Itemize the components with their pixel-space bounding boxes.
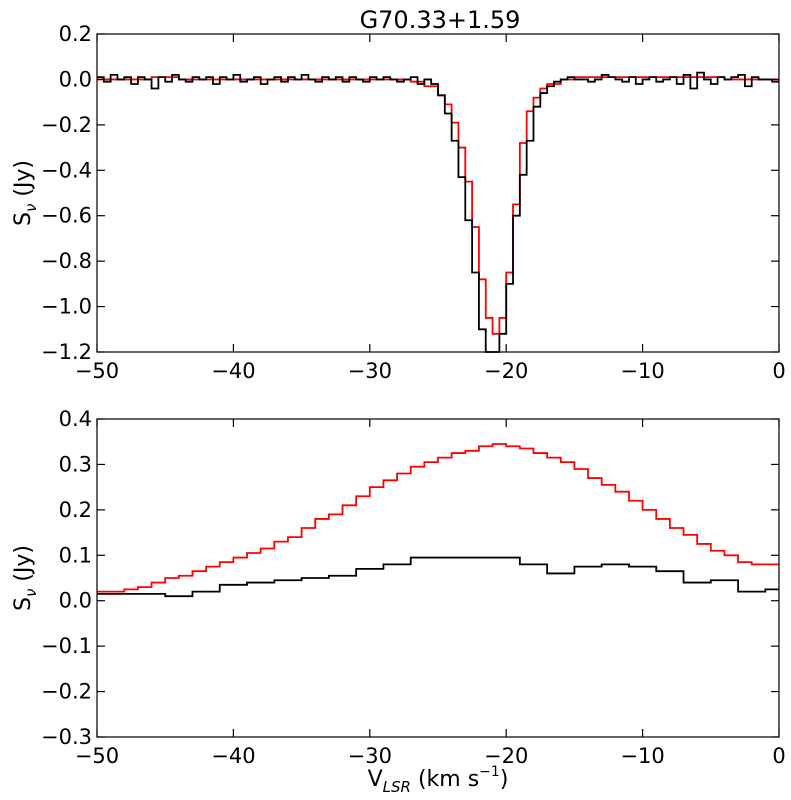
bottom-y-tick-label: 0.2 bbox=[59, 498, 92, 522]
top-y-tick-label: −0.8 bbox=[41, 249, 92, 273]
top-series-black-line bbox=[97, 71, 779, 353]
top-y-tick-label: 0.2 bbox=[59, 22, 92, 46]
top-x-tick-label: −50 bbox=[75, 359, 119, 383]
bottom-x-tick-label: 0 bbox=[772, 744, 785, 768]
bottom-series-black-line bbox=[97, 556, 779, 598]
top-series-red-line bbox=[97, 76, 779, 335]
top-y-tick-label: −0.2 bbox=[41, 113, 92, 137]
top-y-axis-label: Sν (Jy) bbox=[11, 160, 40, 226]
bottom-y-tick-label: 0.0 bbox=[59, 589, 92, 613]
top-y-axis: −1.2 −1.0 −0.8 −0.6 −0.4 −0.2 0.0 0.2 bbox=[41, 22, 779, 364]
bottom-x-axis-label: VLSR (km s−1) bbox=[368, 764, 509, 796]
top-series-layer bbox=[97, 71, 779, 353]
top-y-tick-label: −0.4 bbox=[41, 158, 92, 182]
bottom-y-tick-label: −0.1 bbox=[41, 634, 92, 658]
bottom-series-layer bbox=[97, 443, 779, 598]
top-x-tick-label: −10 bbox=[620, 359, 664, 383]
top-y-tick-label: −1.2 bbox=[41, 340, 92, 364]
top-plot-frame bbox=[96, 33, 780, 353]
top-x-tick-label: −30 bbox=[348, 359, 392, 383]
top-panel: G70.33+1.59 −50 −40 −30 −20 −10 0 −1.2 −1.0 −0.… bbox=[11, 6, 786, 383]
bottom-x-tick-label: −40 bbox=[211, 744, 255, 768]
chart-title: G70.33+1.59 bbox=[360, 6, 521, 34]
top-x-tick-label: −40 bbox=[211, 359, 255, 383]
top-x-axis: −50 −40 −30 −20 −10 0 bbox=[75, 34, 786, 383]
bottom-x-tick-label: −10 bbox=[620, 744, 664, 768]
bottom-y-tick-label: 0.3 bbox=[59, 452, 92, 476]
bottom-y-tick-label: −0.2 bbox=[41, 680, 92, 704]
bottom-y-axis: −0.3 −0.2 −0.1 0.0 0.1 0.2 0.3 0.4 bbox=[41, 407, 779, 749]
bottom-x-tick-label: −50 bbox=[75, 744, 119, 768]
top-x-tick-label: −20 bbox=[484, 359, 528, 383]
bottom-x-axis: −50 −40 −30 −20 −10 0 bbox=[75, 419, 786, 768]
bottom-x-tick-label: −20 bbox=[484, 744, 528, 768]
top-y-tick-label: −1.0 bbox=[41, 295, 92, 319]
top-y-tick-label: −0.6 bbox=[41, 204, 92, 228]
bottom-panel: −50 −40 −30 −20 −10 0 −0.3 −0.2 −0.1 0.0 0.1 0.2 0.… bbox=[11, 407, 786, 796]
bottom-y-tick-label: 0.4 bbox=[59, 407, 92, 431]
top-x-tick-label: 0 bbox=[772, 359, 785, 383]
bottom-y-tick-label: −0.3 bbox=[41, 725, 92, 749]
bottom-y-axis-label: Sν (Jy) bbox=[11, 545, 40, 611]
bottom-series-red-line bbox=[97, 443, 779, 593]
bottom-x-tick-label: −30 bbox=[348, 744, 392, 768]
bottom-plot-frame bbox=[96, 418, 780, 738]
bottom-y-tick-label: 0.1 bbox=[59, 543, 92, 567]
top-y-tick-label: 0.0 bbox=[59, 67, 92, 91]
